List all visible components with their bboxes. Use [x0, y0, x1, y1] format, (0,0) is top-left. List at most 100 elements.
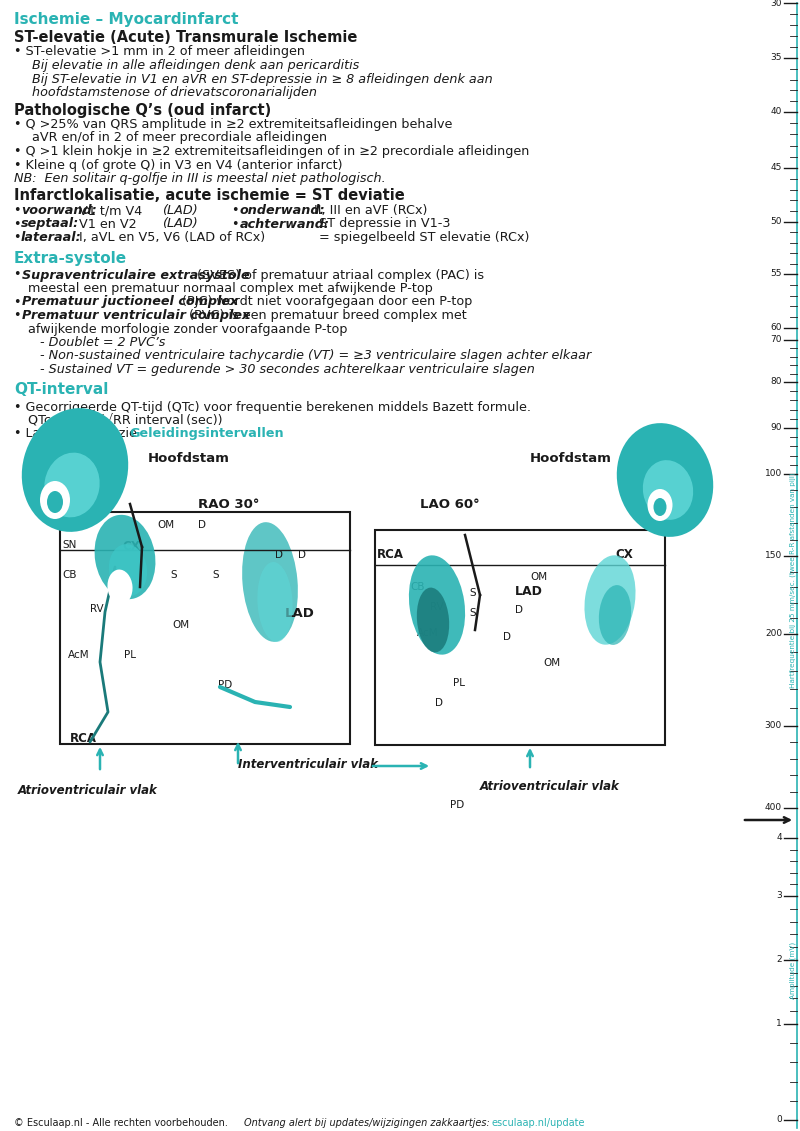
Text: QTc = QT / (√RR interval (sec)): QTc = QT / (√RR interval (sec)) — [28, 414, 222, 428]
Ellipse shape — [44, 452, 100, 517]
Text: ST depressie in V1-3: ST depressie in V1-3 — [319, 217, 450, 231]
Text: LAO 60°: LAO 60° — [420, 498, 480, 511]
Text: II, III en aVF (RCx): II, III en aVF (RCx) — [314, 204, 427, 217]
Text: SN: SN — [62, 539, 76, 550]
Text: • Q >1 klein hokje in ≥2 extremiteitsafleidingen of in ≥2 precordiale afleidinge: • Q >1 klein hokje in ≥2 extremiteitsafl… — [14, 145, 530, 158]
Text: meestal een prematuur normaal complex met afwijkende P-top: meestal een prematuur normaal complex me… — [28, 282, 433, 295]
Ellipse shape — [22, 408, 128, 532]
Text: 55: 55 — [770, 269, 782, 278]
Text: achterwand:: achterwand: — [240, 217, 330, 231]
Text: RCA: RCA — [377, 549, 404, 561]
Text: 60: 60 — [770, 323, 782, 333]
Text: 4: 4 — [776, 834, 782, 843]
Text: esculaap.nl/update: esculaap.nl/update — [491, 1119, 585, 1128]
Text: NB:  Een solitair q-golfje in III is meestal niet pathologisch.: NB: Een solitair q-golfje in III is mees… — [14, 172, 386, 185]
Text: D: D — [435, 698, 443, 708]
Text: voorwand:: voorwand: — [21, 204, 97, 217]
Text: OM: OM — [157, 520, 174, 530]
Text: CX: CX — [122, 539, 140, 553]
Text: •: • — [232, 217, 243, 231]
Text: D: D — [198, 520, 206, 530]
Text: D: D — [298, 550, 306, 560]
Text: OM: OM — [530, 572, 547, 582]
Text: •: • — [232, 204, 243, 217]
Text: septaal:: septaal: — [21, 217, 79, 231]
Text: S: S — [469, 608, 476, 618]
Text: Atrioventriculair vlak: Atrioventriculair vlak — [480, 780, 620, 793]
Text: D: D — [503, 632, 511, 642]
Ellipse shape — [417, 588, 449, 653]
Ellipse shape — [109, 544, 147, 596]
Text: 400: 400 — [765, 803, 782, 812]
Ellipse shape — [585, 555, 635, 645]
Text: CB: CB — [62, 570, 77, 580]
Text: 2: 2 — [776, 956, 782, 965]
Text: 30: 30 — [770, 0, 782, 8]
Text: afwijkende morfologie zonder voorafgaande P-top: afwijkende morfologie zonder voorafgaand… — [28, 322, 347, 336]
Text: CX: CX — [615, 549, 633, 561]
Text: 1: 1 — [776, 1019, 782, 1028]
Text: Hartfrequentie bij 25 mm/sec. (twee R-R afstanden van pijl): Hartfrequentie bij 25 mm/sec. (twee R-R … — [790, 472, 796, 688]
Text: RV: RV — [90, 604, 104, 614]
Text: • Lange QT-tijd: zie: • Lange QT-tijd: zie — [14, 428, 141, 440]
Text: 70: 70 — [770, 336, 782, 345]
Ellipse shape — [258, 562, 293, 642]
Text: • Gecorrigeerde QT-tijd (QTc) voor frequentie berekenen middels Bazett formule.: • Gecorrigeerde QT-tijd (QTc) voor frequ… — [14, 400, 531, 414]
Text: Atrioventriculair vlak: Atrioventriculair vlak — [18, 784, 158, 797]
Text: (PJC) wordt niet voorafgegaan door een P-top: (PJC) wordt niet voorafgegaan door een P… — [182, 295, 472, 309]
Text: 35: 35 — [770, 53, 782, 62]
Text: aVR en/of in 2 of meer precordiale afleidingen: aVR en/of in 2 of meer precordiale aflei… — [32, 131, 327, 145]
Text: S: S — [469, 588, 476, 598]
Text: I, aVL en V5, V6 (LAD of RCx): I, aVL en V5, V6 (LAD of RCx) — [79, 231, 265, 244]
Ellipse shape — [409, 555, 465, 655]
Text: Ontvang alert bij updates/wijzigingen zakkaartjes:: Ontvang alert bij updates/wijzigingen za… — [244, 1119, 493, 1128]
Text: 150: 150 — [765, 552, 782, 561]
Text: V1 t/m V4: V1 t/m V4 — [79, 204, 142, 217]
Text: onderwand:: onderwand: — [240, 204, 326, 217]
Text: 80: 80 — [770, 378, 782, 387]
Text: 90: 90 — [770, 423, 782, 432]
Ellipse shape — [242, 523, 298, 641]
Text: 3: 3 — [776, 891, 782, 900]
Text: Ischemie – Myocardinfarct: Ischemie – Myocardinfarct — [14, 12, 238, 27]
Ellipse shape — [647, 489, 673, 521]
Text: - Sustained VT = gedurende > 30 secondes achterelkaar ventriculaire slagen: - Sustained VT = gedurende > 30 secondes… — [40, 363, 535, 375]
Text: 0: 0 — [776, 1115, 782, 1124]
Text: - Non-sustained ventriculaire tachycardie (VT) = ≥3 ventriculaire slagen achter : - Non-sustained ventriculaire tachycardi… — [40, 349, 591, 363]
Text: ST-elevatie (Acute) Transmurale Ischemie: ST-elevatie (Acute) Transmurale Ischemie — [14, 31, 358, 45]
Text: (LAD): (LAD) — [162, 217, 198, 231]
Text: PL: PL — [124, 650, 136, 661]
Text: (LAD): (LAD) — [162, 204, 198, 217]
Text: LAD: LAD — [285, 607, 315, 620]
Text: © Esculaap.nl - Alle rechten voorbehouden.: © Esculaap.nl - Alle rechten voorbehoude… — [14, 1119, 231, 1128]
Ellipse shape — [643, 460, 693, 520]
Text: 200: 200 — [765, 630, 782, 639]
Text: RCA: RCA — [70, 732, 97, 745]
Text: 50: 50 — [770, 217, 782, 226]
Text: S: S — [212, 570, 218, 580]
Text: 45: 45 — [770, 164, 782, 173]
Text: 40: 40 — [770, 107, 782, 116]
Text: Infarctlokalisatie, acute ischemie = ST deviatie: Infarctlokalisatie, acute ischemie = ST … — [14, 189, 405, 204]
Ellipse shape — [94, 515, 155, 599]
Text: Bij ST-elevatie in V1 en aVR en ST-depressie in ≥ 8 afleidingen denk aan: Bij ST-elevatie in V1 en aVR en ST-depre… — [32, 72, 493, 86]
Text: hoofdstamstenose of drievatscoronarialijden: hoofdstamstenose of drievatscoronarialij… — [32, 86, 317, 100]
Text: AcM: AcM — [417, 628, 438, 638]
Text: Supraventriculaire extrasystole: Supraventriculaire extrasystole — [22, 268, 250, 282]
Text: RAO 30°: RAO 30° — [198, 498, 259, 511]
Text: Prematuur ventriculair complex: Prematuur ventriculair complex — [22, 309, 250, 322]
Text: Amplitude (mV): Amplitude (mV) — [790, 941, 796, 999]
Text: • ST-elevatie >1 mm in 2 of meer afleidingen: • ST-elevatie >1 mm in 2 of meer afleidi… — [14, 45, 305, 59]
Text: = spiegelbeeld ST elevatie (RCx): = spiegelbeeld ST elevatie (RCx) — [319, 231, 530, 244]
Text: D: D — [275, 550, 283, 560]
Text: Hoofdstam: Hoofdstam — [530, 452, 612, 465]
Text: Geleidingsintervallen: Geleidingsintervallen — [129, 428, 284, 440]
Text: D: D — [515, 605, 523, 615]
Text: RV: RV — [430, 602, 444, 612]
Text: V1 en V2: V1 en V2 — [79, 217, 137, 231]
Text: 100: 100 — [765, 469, 782, 478]
Text: Extra-systole: Extra-systole — [14, 250, 127, 266]
Ellipse shape — [107, 570, 133, 604]
Text: OM: OM — [543, 658, 560, 668]
Text: - Doublet = 2 PVC’s: - Doublet = 2 PVC’s — [40, 336, 166, 349]
